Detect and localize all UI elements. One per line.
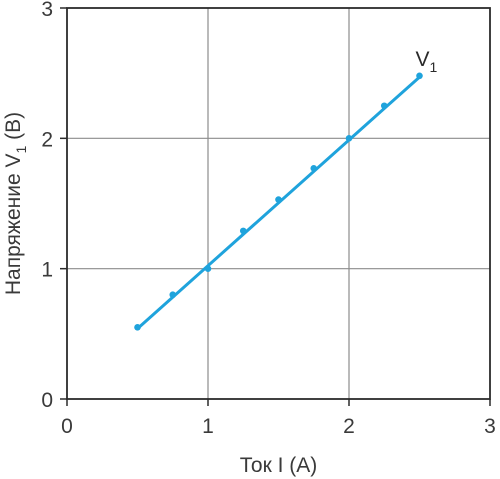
y-axis-label-text: Напряжение V: [2, 154, 25, 296]
x-tick-label-1: 1: [202, 415, 214, 438]
x-axis-label: Ток I (А): [240, 454, 318, 477]
series-label-v1: V1: [416, 48, 438, 75]
y-axis-label-unit: (В): [2, 112, 25, 146]
y-tick-label-0: 0: [41, 389, 53, 412]
x-tick-label-2: 2: [343, 415, 355, 438]
data-point-4: [275, 196, 282, 203]
y-tick-label-1: 1: [41, 259, 53, 282]
y-tick-label-3: 3: [41, 0, 53, 21]
plot-frame: [66, 7, 491, 400]
data-point-6: [345, 135, 353, 142]
series-layer: [134, 72, 423, 331]
data-point-0: [134, 324, 141, 331]
data-point-8: [416, 72, 423, 80]
y-axis-label: Напряжение V1 (В): [2, 112, 29, 295]
grid: [67, 8, 490, 399]
data-point-2: [204, 265, 212, 272]
y-tick-label-2: 2: [41, 128, 53, 151]
x-tick-label-0: 0: [61, 415, 73, 438]
data-point-3: [239, 227, 247, 235]
data-point-5: [310, 165, 318, 172]
x-tick-label-3: 3: [484, 415, 496, 438]
data-point-7: [380, 102, 388, 110]
y-axis-label-subscript: 1: [13, 146, 29, 154]
axis-ticks: [60, 7, 491, 406]
series-label-text: V: [416, 48, 430, 71]
axis-tick-labels: 0 1 2 3 0 1 2 3: [41, 0, 496, 438]
series-label-subscript: 1: [430, 59, 438, 75]
data-point-1: [169, 291, 177, 299]
